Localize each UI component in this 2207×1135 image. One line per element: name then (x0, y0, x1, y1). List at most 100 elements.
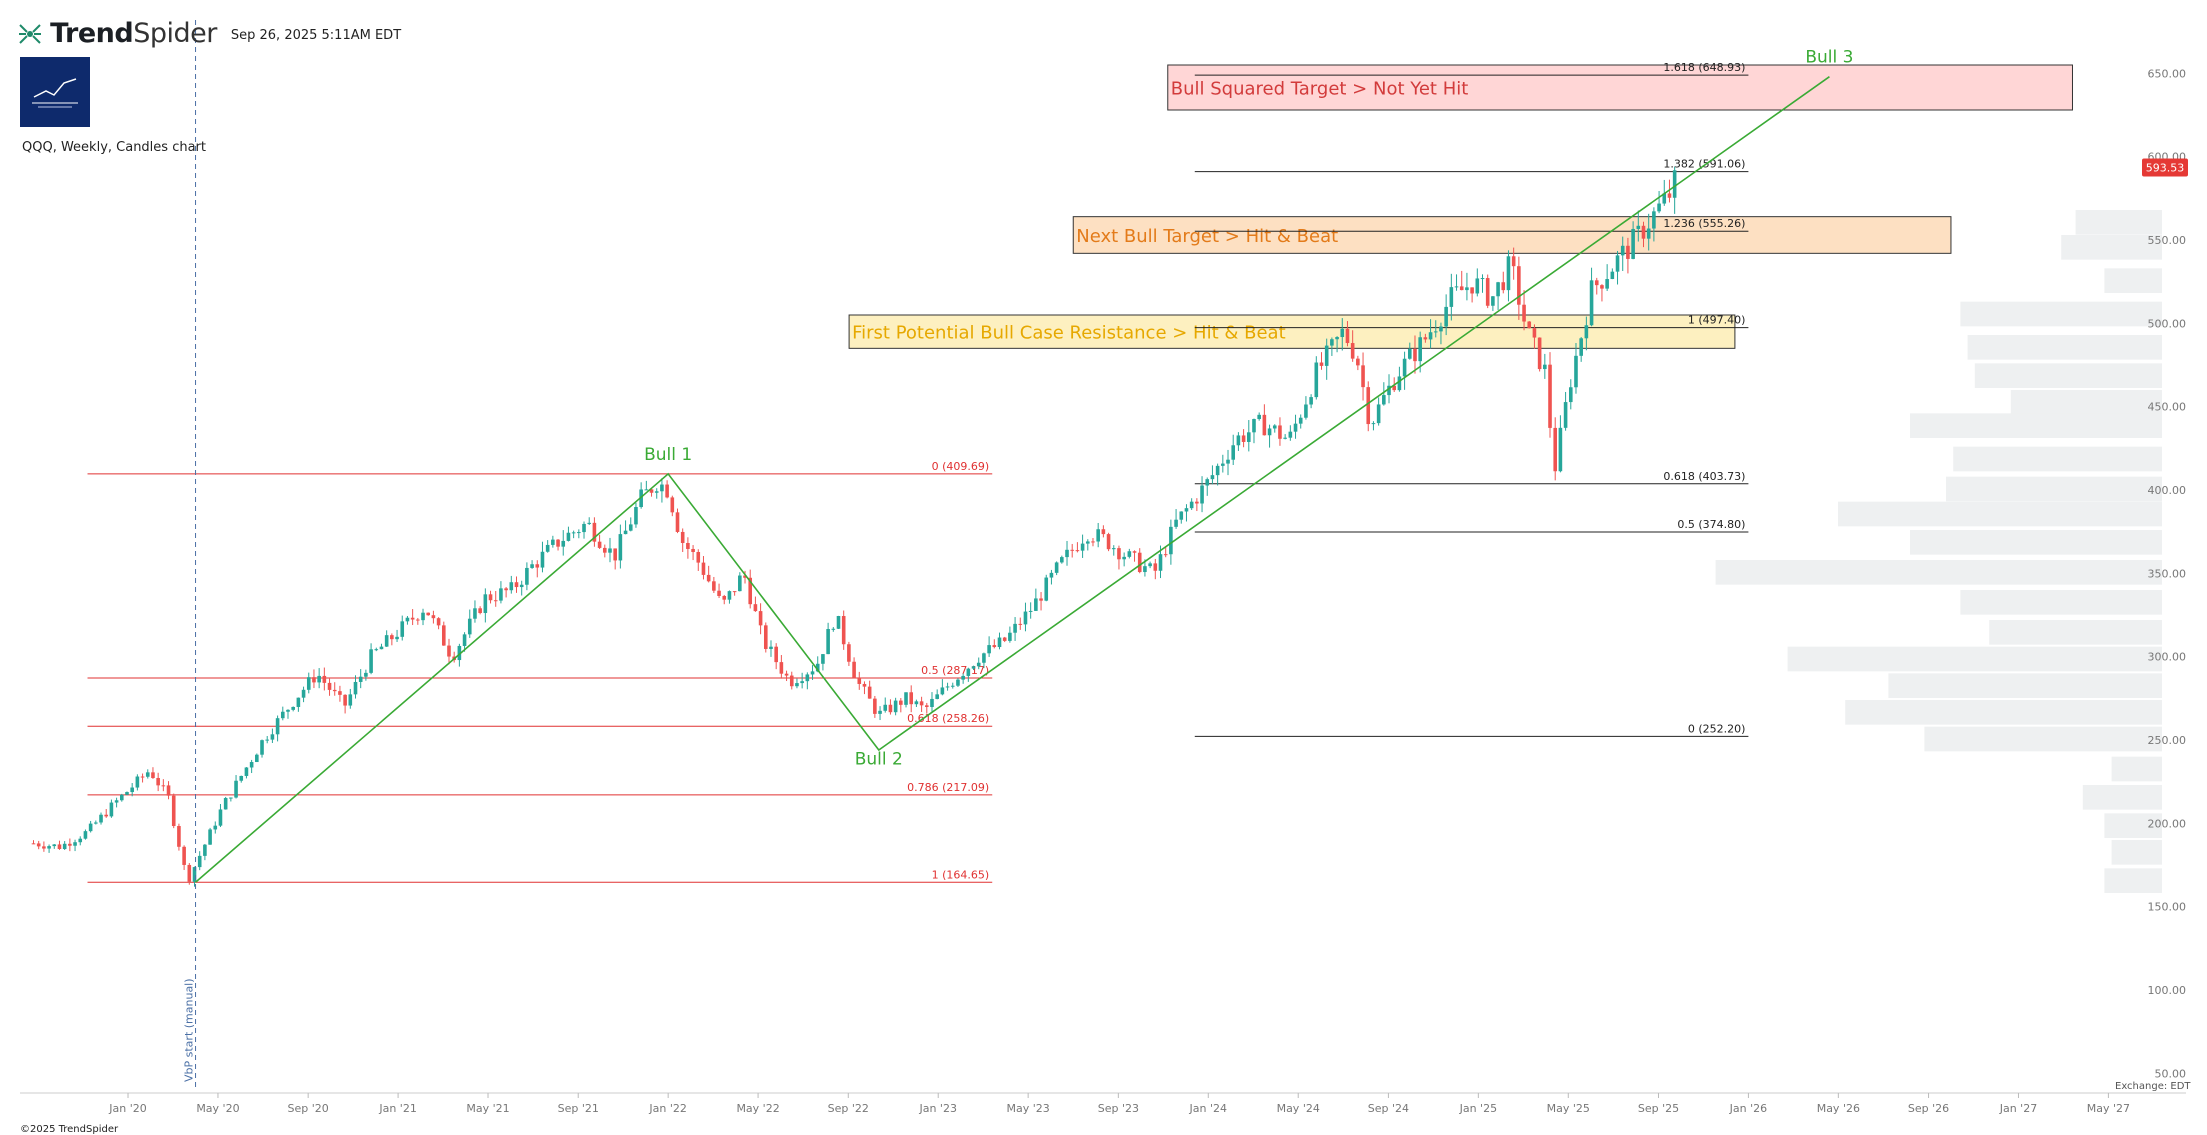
candle-body (177, 826, 181, 847)
candle-body (1013, 623, 1017, 633)
candle-body (966, 668, 971, 676)
candle-body (805, 674, 810, 682)
candle-body (847, 644, 851, 662)
candle-body (109, 802, 114, 817)
candle-body (992, 645, 997, 648)
candle-body (1428, 332, 1433, 340)
candle-body (1470, 287, 1474, 294)
candle-body (1356, 358, 1360, 366)
candle-body (57, 844, 62, 850)
candle-body (665, 484, 669, 498)
candle-body (1397, 376, 1402, 391)
candle-body (47, 846, 51, 849)
fib-red-label: 0.786 (217.09) (907, 781, 989, 794)
candle-body (1433, 331, 1438, 333)
candle-body (1080, 543, 1085, 551)
x-tick-label: Jan '25 (1459, 1102, 1497, 1115)
candle-body (525, 567, 529, 585)
candle-body (1106, 534, 1111, 550)
candle-body (306, 677, 311, 690)
candle-body (675, 512, 680, 532)
brand-light: Spider (133, 18, 217, 49)
volume-profile (1715, 210, 2162, 893)
candle-body (1537, 337, 1542, 370)
candle-body (1418, 337, 1422, 362)
candle-body (1501, 282, 1506, 291)
candle-body (1324, 345, 1329, 366)
candle-body (1449, 287, 1454, 307)
candle-body (265, 739, 270, 741)
wave-label: Bull 1 (644, 445, 692, 465)
candle-body (348, 694, 353, 706)
candle-body (1034, 598, 1038, 611)
candle-body (1563, 402, 1568, 428)
target-zone (1167, 64, 2073, 111)
candle-body (644, 489, 649, 491)
candle-body (1241, 435, 1246, 442)
volume-profile-bar (1989, 620, 2162, 645)
x-tick-label: Sep '23 (1098, 1102, 1139, 1115)
candle-body (358, 676, 363, 682)
x-tick-label: Jan '27 (1999, 1102, 2037, 1115)
candle-body (467, 618, 472, 635)
candle-body (1423, 337, 1428, 340)
candle-body (774, 646, 778, 663)
candle-body (52, 844, 57, 847)
candle-body (369, 649, 373, 673)
candle-body (1568, 387, 1573, 403)
x-tick-label: May '24 (1277, 1102, 1320, 1115)
candle-body (332, 689, 337, 692)
candle-body (841, 616, 846, 645)
candle-body (1480, 278, 1485, 280)
candle-body (114, 800, 119, 803)
candle-body (291, 706, 295, 710)
candle-body (119, 794, 124, 801)
candle-body (1636, 225, 1641, 229)
x-tick-label: May '21 (466, 1102, 509, 1115)
candle-body (738, 575, 742, 592)
candle-body (1008, 632, 1012, 641)
candle-body (789, 675, 794, 687)
candle-body (545, 544, 550, 552)
candle-body (255, 754, 259, 763)
candle-body (935, 694, 939, 699)
volume-profile-bar (1888, 673, 2162, 698)
target-zone (1072, 216, 1952, 254)
candle-body (1262, 414, 1267, 436)
candle-body (166, 785, 171, 796)
candle-body (317, 675, 321, 683)
candle-body (826, 629, 830, 655)
candle-body (416, 619, 420, 621)
candle-body (1127, 551, 1132, 557)
candle-body (971, 666, 976, 669)
y-tick-label: 300.00 (2148, 651, 2187, 664)
candle-body (296, 697, 301, 707)
candle-body (919, 701, 924, 706)
candle-body (1179, 511, 1184, 520)
candle-body (1496, 282, 1500, 297)
candle-body (1330, 339, 1334, 346)
candle-body (1293, 423, 1298, 432)
fib-red-label: 0.618 (258.26) (907, 712, 989, 725)
candle-body (1236, 435, 1241, 446)
fib-dark-label: 0 (252.20) (1688, 722, 1746, 735)
x-tick-label: Jan '23 (918, 1102, 956, 1115)
candle-body (1402, 358, 1407, 377)
candle-body (270, 734, 275, 740)
candle-body (1085, 541, 1090, 544)
volume-profile-bar (1960, 590, 2162, 615)
candle-body (1153, 563, 1158, 571)
candle-body (623, 530, 628, 535)
candle-body (535, 564, 540, 568)
exchange-label: Exchange: EDT (2115, 1081, 2191, 1092)
candle-body (670, 497, 675, 513)
candle-body (660, 484, 664, 492)
candle-body (275, 718, 280, 735)
candle-body (379, 646, 384, 650)
candle-body (400, 621, 405, 637)
x-tick-label: Jan '21 (378, 1102, 416, 1115)
brand-bold: Trend (50, 18, 134, 49)
trendspider-logo[interactable]: TrendSpider (18, 18, 217, 49)
candle-body (1407, 348, 1412, 359)
